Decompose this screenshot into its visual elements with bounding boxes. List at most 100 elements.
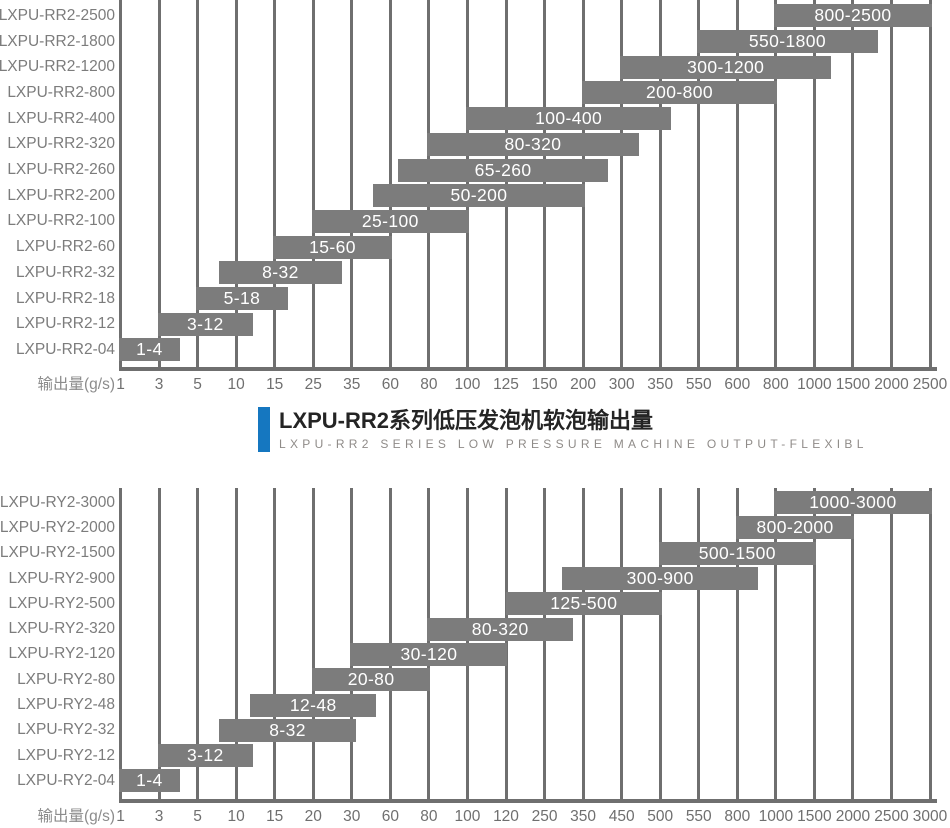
y-axis-label: LXPU-RR2-1800 (0, 32, 115, 50)
y-axis-label: LXPU-RR2-12 (15, 315, 115, 333)
y-axis-label: LXPU-RY2-3000 (0, 493, 115, 511)
gridline (697, 488, 701, 799)
bar-label: 550-1800 (748, 31, 826, 52)
x-tick-label: 60 (381, 808, 399, 825)
x-tick-label: 100 (454, 376, 481, 393)
bar-label: 5-18 (223, 288, 261, 309)
x-tick-label: 10 (227, 808, 245, 825)
gridline (119, 488, 122, 799)
range-bar: 125-500 (505, 592, 662, 616)
bar-label: 800-2500 (814, 5, 892, 26)
bar-label: 30-120 (400, 643, 458, 664)
gridline (581, 0, 585, 367)
chart-ry2-output: 1 3 5 10 15 20 30 60 80 100 120 250 350 450 500 550 800 1… (0, 478, 950, 828)
range-bar: 8-32 (219, 261, 342, 285)
x-tick-label: 3 (154, 376, 164, 393)
y-axis-label: LXPU-RY2-48 (17, 696, 115, 714)
gridline (890, 0, 893, 367)
x-tick-label: 2000 (874, 376, 909, 393)
gridline (465, 0, 469, 367)
x-tick-label: 25 (304, 376, 322, 393)
x-tick-label: 500 (647, 808, 674, 825)
gridline (620, 0, 624, 367)
gridline (543, 488, 547, 799)
range-bar: 3-12 (157, 312, 254, 336)
bar-label: 1-4 (136, 339, 163, 360)
chart-title: LXPU-RR2系列低压发泡机软泡输出量 (279, 408, 654, 433)
chart-subtitle: LXPU-RR2 SERIES LOW PRESSURE MACHINE OUT… (279, 437, 868, 451)
y-axis-label: LXPU-RY2-500 (8, 594, 115, 612)
gridline (311, 0, 315, 367)
y-axis-label: LXPU-RY2-120 (8, 645, 115, 663)
bar-label: 65-260 (474, 159, 532, 180)
y-axis-label: LXPU-RY2-2000 (0, 518, 115, 536)
x-tick-label: 125 (493, 376, 519, 393)
x-tick-label: 15 (266, 376, 284, 393)
gridline (273, 488, 277, 799)
gridline (620, 488, 624, 799)
x-tick-label: 2500 (874, 808, 909, 825)
range-bar: 50-200 (373, 184, 585, 208)
gridline (388, 0, 392, 367)
range-bar: 1000-3000 (774, 491, 932, 515)
gridline (697, 0, 701, 367)
y-axis-label: LXPU-RY2-12 (17, 746, 115, 764)
gridline (119, 0, 122, 367)
range-bar: 550-1800 (697, 30, 878, 54)
bar-label: 25-100 (361, 210, 419, 231)
x-tick-label: 550 (685, 376, 712, 393)
gridline (851, 0, 855, 367)
gridline (851, 488, 855, 799)
range-bar: 300-1200 (620, 55, 832, 79)
x-tick-label: 1 (116, 376, 125, 393)
x-tick-label: 150 (531, 376, 558, 393)
gridline (658, 488, 662, 799)
x-tick-label: 2500 (912, 376, 948, 393)
range-bar: 1-4 (119, 338, 180, 362)
range-bar: 3-12 (157, 744, 254, 768)
x-tick-label: 120 (493, 808, 519, 825)
gridline (658, 0, 662, 367)
bar-label: 1-4 (136, 770, 163, 791)
bar-label: 300-900 (626, 568, 694, 589)
range-bar: 80-320 (427, 132, 639, 156)
x-tick-label: 600 (724, 376, 751, 393)
x-tick-label: 100 (454, 808, 481, 825)
x-axis-line (119, 367, 937, 371)
x-axis-unit-label: 输出量(g/s) (37, 808, 115, 825)
y-axis-label: LXPU-RR2-2500 (0, 6, 115, 24)
chart-title-block: LXPU-RR2系列低压发泡机软泡输出量 LXPU-RR2 SERIES LOW… (258, 407, 868, 452)
gridline (196, 488, 200, 799)
y-axis-label: LXPU-RR2-100 (7, 212, 115, 230)
x-tick-label: 1500 (797, 808, 832, 825)
y-axis-label: LXPU-RR2-32 (15, 263, 115, 281)
gridline (890, 488, 893, 799)
x-tick-label: 200 (570, 376, 597, 393)
x-tick-label: 550 (685, 808, 712, 825)
bar-label: 1000-3000 (809, 492, 897, 513)
gridline (157, 488, 161, 799)
range-bar: 100-400 (465, 107, 672, 131)
range-bar: 12-48 (250, 693, 377, 717)
range-bar: 65-260 (398, 158, 608, 182)
range-bar: 80-320 (427, 617, 574, 641)
bar-label: 3-12 (186, 313, 224, 334)
gridline (427, 0, 431, 367)
x-tick-label: 2000 (835, 808, 871, 825)
gridline (196, 0, 200, 367)
x-tick-label: 80 (420, 376, 438, 393)
x-axis-unit-label: 输出量(g/s) (37, 376, 115, 393)
y-axis-label: LXPU-RY2-900 (8, 569, 115, 587)
gridline (234, 0, 238, 367)
range-bar: 500-1500 (658, 541, 816, 565)
x-axis-line (119, 799, 937, 803)
x-tick-label: 800 (762, 376, 789, 393)
range-bar: 8-32 (219, 718, 356, 742)
gridline (350, 0, 354, 367)
y-axis-label: LXPU-RR2-18 (15, 289, 115, 307)
x-tick-label: 350 (647, 376, 674, 393)
y-axis-label: LXPU-RR2-200 (7, 186, 115, 204)
bar-label: 300-1200 (687, 56, 765, 77)
gridline (543, 0, 547, 367)
title-accent-bar (258, 407, 270, 452)
